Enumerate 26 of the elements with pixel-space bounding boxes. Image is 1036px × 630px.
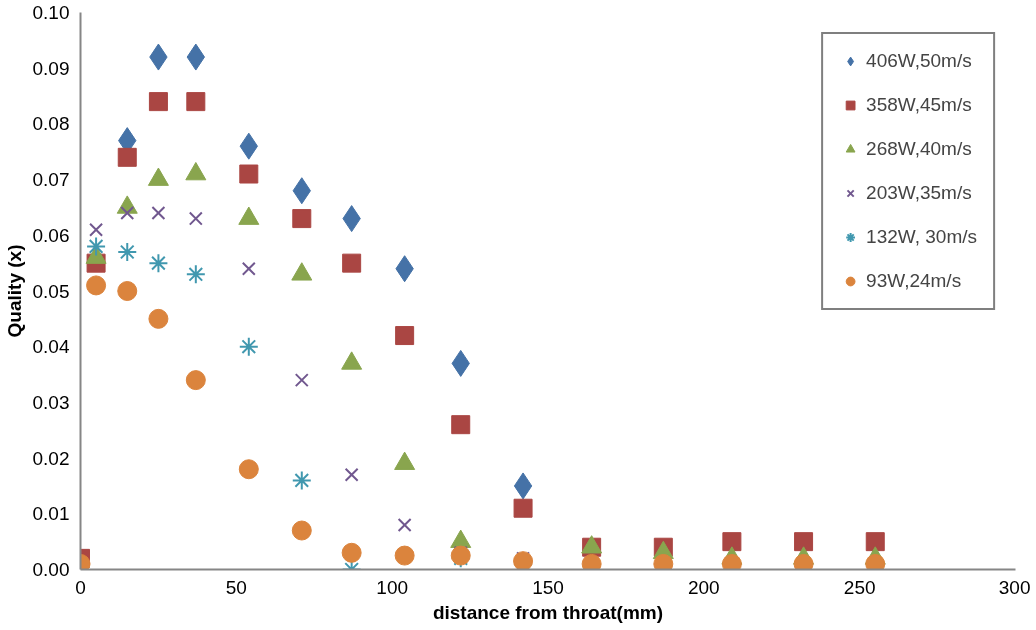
y-tick-label: 0.05 <box>32 280 70 302</box>
x-tick-label: 150 <box>532 576 564 598</box>
y-tick-label: 0.07 <box>32 169 70 191</box>
legend-label: 406W,50m/s <box>866 50 972 72</box>
x-tick-label: 100 <box>376 576 409 598</box>
y-tick-label: 0.00 <box>32 559 70 580</box>
y-tick-label: 0.01 <box>32 503 70 525</box>
y-tick-label: 0.03 <box>32 391 70 413</box>
x-tick-label: 200 <box>687 576 720 598</box>
y-tick-label: 0.09 <box>32 57 70 79</box>
legend-label: 358W,45m/s <box>866 94 972 116</box>
legend-label: 93W,24m/s <box>866 270 962 292</box>
y-axis-title: Quality (x) <box>3 244 25 338</box>
y-tick-label: 0.10 <box>32 2 70 23</box>
y-tick-label: 0.08 <box>32 113 70 135</box>
x-tick-label: 50 <box>225 576 247 598</box>
y-tick-label: 0.02 <box>32 447 70 469</box>
legend-label: 132W, 30m/s <box>866 226 977 248</box>
x-tick-label: 0 <box>75 576 86 598</box>
x-tick-label: 300 <box>998 576 1031 598</box>
x-axis-title: distance from throat(mm) <box>432 601 664 623</box>
legend-label: 203W,35m/s <box>866 182 972 204</box>
y-tick-label: 0.04 <box>32 336 70 358</box>
y-tick-label: 0.06 <box>32 224 70 246</box>
legend-label: 268W,40m/s <box>866 138 972 160</box>
x-tick-label: 250 <box>843 576 876 598</box>
